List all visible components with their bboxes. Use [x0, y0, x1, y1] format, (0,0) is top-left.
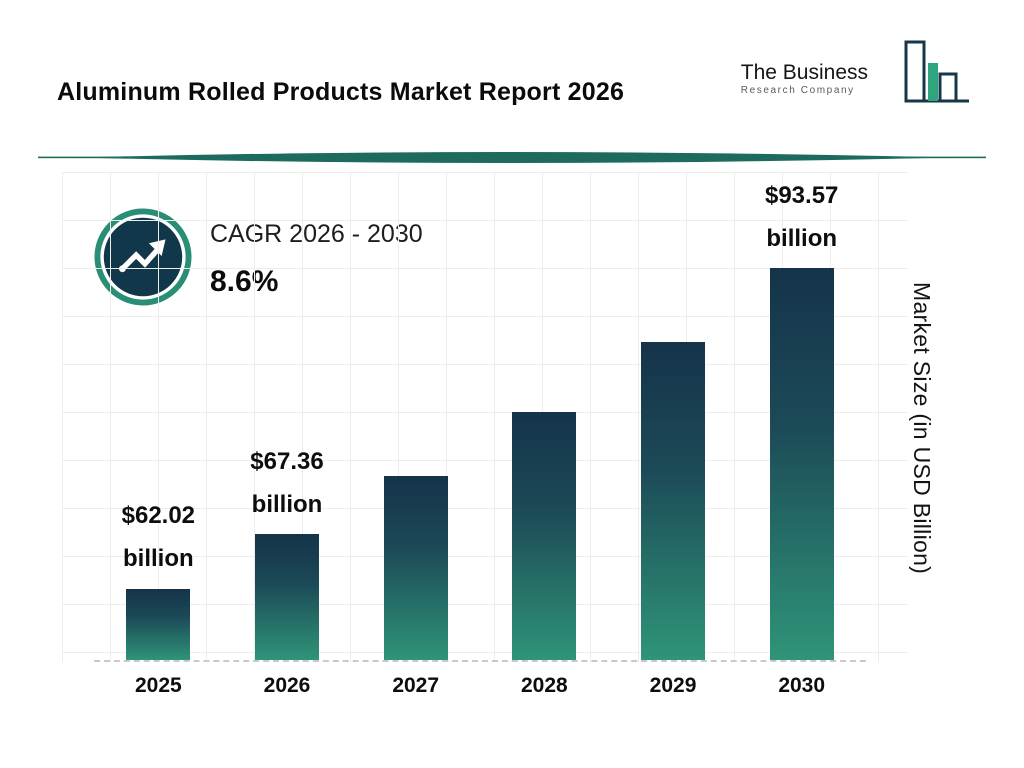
bar-2027	[383, 475, 448, 660]
bar-2026	[255, 534, 319, 660]
bar-2025	[126, 588, 191, 660]
x-axis: 2025 2026 2027 2028 2029 2030	[94, 674, 866, 698]
bar-column-2028	[480, 172, 609, 660]
bar-value-label: $67.36 billion	[250, 447, 324, 519]
y-axis-label: Market Size (in USD Billion)	[909, 282, 935, 575]
bar-value-label: $93.57 billion	[764, 181, 839, 252]
bar-column-2026: $67.36 billion	[223, 172, 352, 660]
bar-column-2029	[609, 172, 738, 660]
bar-column-2025: $62.02 billion	[94, 172, 223, 660]
bar-2030	[769, 267, 834, 660]
x-tick-label-2028: 2028	[520, 674, 568, 697]
logo-name-line1: The Business	[740, 60, 868, 84]
bar-2028	[512, 411, 577, 660]
x-tick-label-2030: 2030	[778, 674, 826, 697]
bar-2029	[641, 342, 706, 660]
bar-chart-logo-icon	[876, 38, 972, 119]
page-title: Aluminum Rolled Products Market Report 2…	[57, 78, 625, 106]
x-tick-label-2029: 2029	[649, 674, 697, 697]
x-tick-label-2025: 2025	[134, 674, 182, 697]
company-logo: The Business Research Company	[741, 38, 972, 119]
x-tick-label-2026: 2026	[263, 674, 311, 697]
x-tick-label-2027: 2027	[392, 674, 440, 697]
company-logo-text: The Business Research Company	[741, 61, 868, 96]
bar-column-2027	[351, 172, 480, 660]
header-divider	[38, 150, 986, 166]
logo-name-line2: Research Company	[740, 85, 855, 97]
plot-area: $62.02 billion $67.36 billion $93.57 billion	[94, 172, 866, 662]
chart-plot-background: $62.02 billion $67.36 billion $93.57 billion	[62, 172, 908, 662]
bar-value-label: $62.02 billion	[121, 502, 196, 573]
bar-column-2030: $93.57 billion	[737, 172, 866, 660]
